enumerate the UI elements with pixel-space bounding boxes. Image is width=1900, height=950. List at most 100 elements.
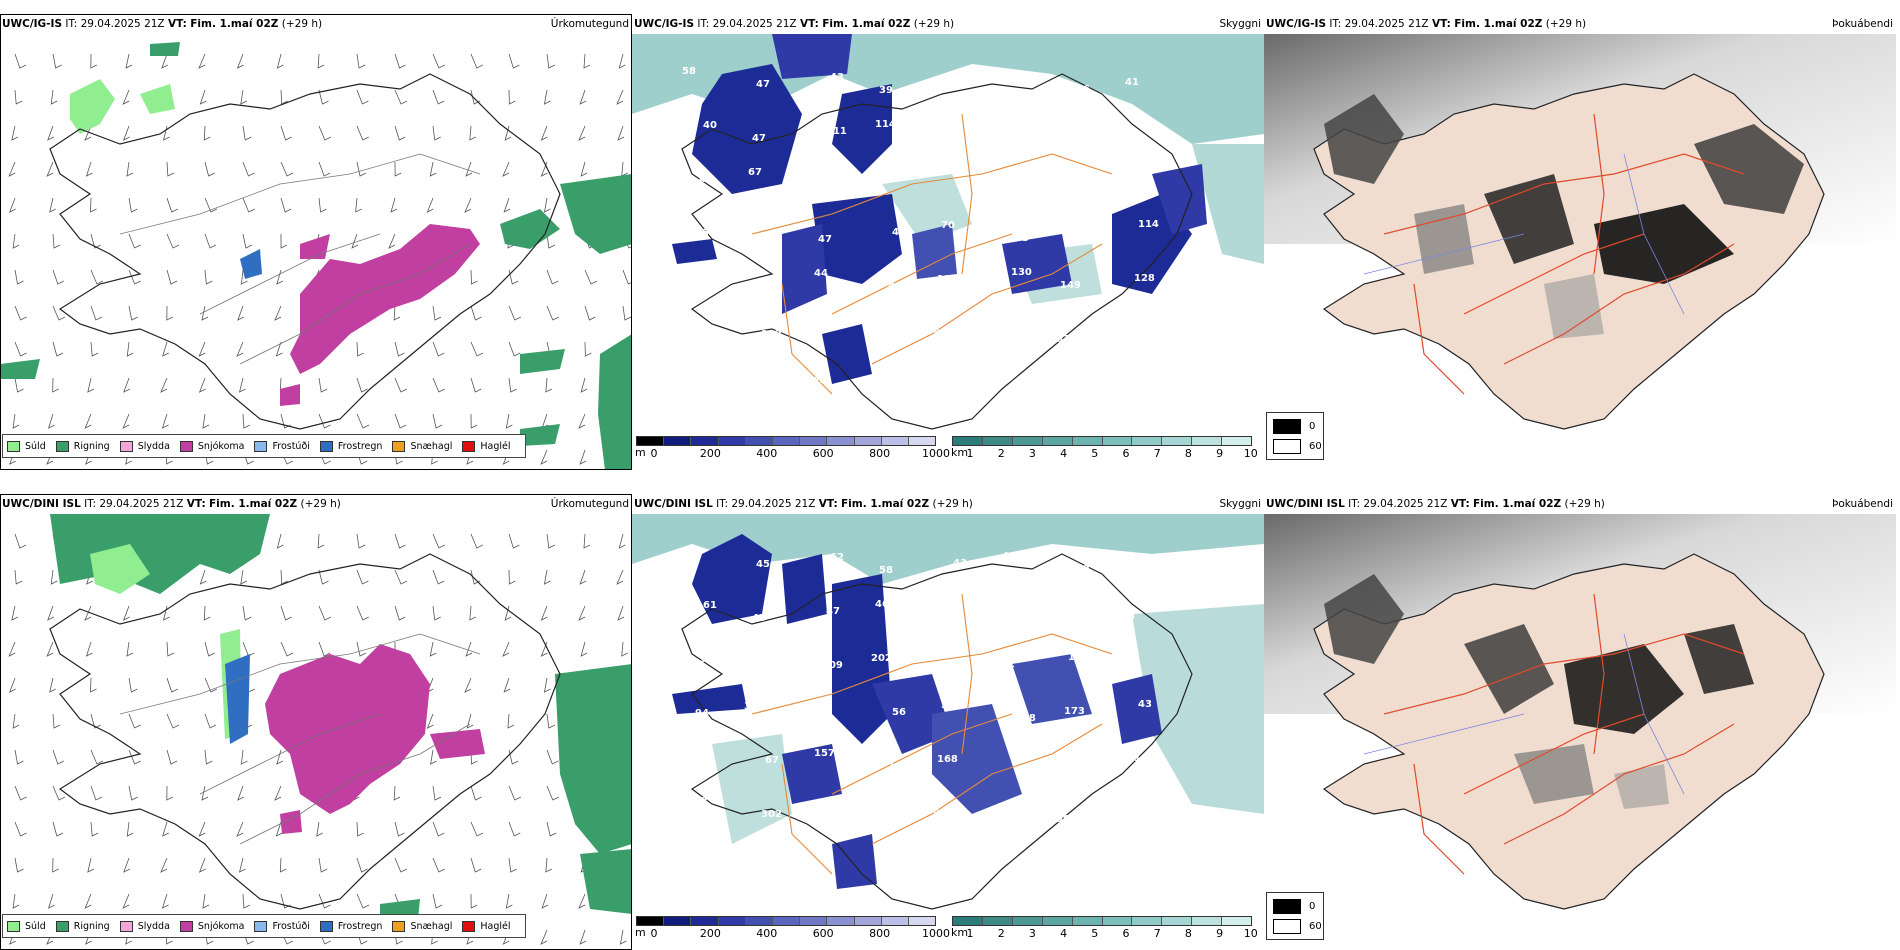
legend-swatch: [119, 920, 133, 932]
cloud-base-value: 274: [806, 376, 827, 387]
wind-barb: [198, 377, 206, 393]
wind-barb: [90, 677, 97, 693]
colorbar-segment: [881, 437, 909, 445]
panel-title: Úrkomutegund: [550, 498, 629, 510]
cloud-base-panel-row2: UWC/DINI ISL IT: 29.04.2025 21Z VT: Fim.…: [632, 494, 1264, 950]
wind-barb: [52, 341, 64, 357]
wind-barb: [578, 125, 586, 141]
precip-type-panel-row2: UWC/DINI ISL IT: 29.04.2025 21Z VT: Fim.…: [0, 494, 632, 950]
colorbar-tick-label: 2: [997, 927, 1005, 940]
colorbar-tick-label: 0: [650, 447, 658, 460]
cloud-base-value: 43: [830, 72, 844, 83]
fog-map: [1264, 514, 1896, 950]
colorbar-tick-label: 6: [1122, 447, 1130, 460]
legend-swatch: [462, 920, 476, 932]
wind-barb: [545, 857, 552, 873]
legend-swatch: [55, 920, 69, 932]
fog-legend-label: 60: [1309, 921, 1322, 932]
wind-barb: [128, 269, 141, 285]
wind-barb: [426, 713, 434, 729]
wind-barb: [47, 413, 55, 429]
wind-barb: [356, 53, 366, 69]
wind-barb: [546, 749, 559, 765]
cloud-base-value: 44: [814, 268, 828, 279]
legend-label: Súld: [25, 920, 46, 932]
wind-barb: [356, 533, 366, 549]
colorbar-segment: [908, 437, 936, 445]
cloud-base-value: 94: [691, 282, 705, 293]
cloud-base-value: 44: [888, 281, 902, 292]
wind-barb: [238, 857, 246, 873]
legend-item: Slydda: [119, 440, 170, 452]
wind-barb: [84, 605, 92, 621]
colorbar-segment: [1222, 437, 1252, 445]
wind-barb: [128, 749, 141, 765]
wind-barb: [317, 53, 325, 69]
cloud-base-value: 43: [953, 558, 967, 569]
wind-barb: [579, 89, 587, 105]
visibility-colorbar: km 1 2 3 4 5 6 7 8 9 10: [951, 436, 1258, 461]
wind-barb: [275, 821, 283, 837]
wind-barb: [204, 233, 217, 249]
wind-barb: [394, 569, 408, 585]
wind-barb: [240, 749, 248, 765]
colorbar-segment: [1012, 917, 1043, 925]
colorbar-segment: [1072, 437, 1103, 445]
wind-barb: [470, 821, 484, 837]
legend-swatch: [179, 920, 193, 932]
wind-barb: [394, 53, 406, 69]
cloud-base-value: 67: [748, 167, 762, 178]
wind-barb: [356, 89, 369, 105]
wind-barb: [356, 377, 368, 393]
wind-barb: [432, 569, 445, 585]
legend-swatch: [392, 920, 406, 932]
wind-barb: [508, 749, 519, 765]
wind-barb: [394, 413, 407, 429]
legend-swatch: [462, 440, 476, 452]
wind-barb: [621, 641, 628, 657]
colorbar-segment: [772, 437, 801, 445]
wind-barb: [470, 893, 478, 909]
panel-title: Þokuábendi: [1832, 498, 1893, 510]
cloud-base-value: 100: [998, 125, 1019, 136]
cloud-base-value: 61: [884, 335, 898, 346]
cloud-base-value: 47: [826, 606, 840, 617]
wind-barb: [508, 89, 516, 105]
cloud-base-value: 90: [1056, 814, 1070, 825]
wind-barb: [12, 893, 20, 909]
wind-barb: [160, 377, 168, 393]
init-time: 29.04.2025 21Z: [99, 498, 184, 510]
cloud-base-value: 47: [871, 173, 885, 184]
colorbar-tick-label: 3: [1028, 927, 1036, 940]
cloud-base-value: 47: [949, 612, 963, 623]
wind-barb: [394, 125, 406, 141]
wind-barb: [90, 749, 104, 765]
fog-legend-swatch: [1273, 919, 1301, 934]
fog-legend: 0 60: [1266, 892, 1324, 940]
wind-barb: [276, 749, 284, 765]
wind-barb: [318, 161, 331, 177]
wind-barb: [508, 341, 521, 357]
wind-barb: [508, 305, 522, 321]
wind-barb: [617, 605, 625, 621]
wind-barb: [579, 569, 587, 585]
wind-barb: [166, 677, 178, 693]
wind-barb: [618, 53, 626, 69]
wind-barb: [8, 197, 16, 213]
wind-barb: [236, 821, 244, 837]
wind-barb: [394, 161, 402, 177]
wind-barb: [11, 605, 19, 621]
wind-barb: [162, 341, 169, 357]
wind-barb: [198, 53, 206, 69]
legend-swatch: [319, 440, 333, 452]
cloud-base-value: 59: [941, 700, 955, 711]
wind-barb: [432, 413, 443, 429]
cloud-base-value: 173: [1064, 706, 1085, 717]
legend-label: Snæhagl: [410, 440, 453, 452]
cloud-base-value: 168: [937, 754, 958, 765]
wind-barb: [8, 641, 16, 657]
wind-barb: [578, 893, 586, 909]
wind-barb: [122, 413, 130, 429]
cloud-base-map: 58 47 43 39 44 48 46 41 40 47 111 114 95 100 283 44 40 67…: [632, 34, 1264, 470]
wind-barb: [318, 125, 332, 141]
